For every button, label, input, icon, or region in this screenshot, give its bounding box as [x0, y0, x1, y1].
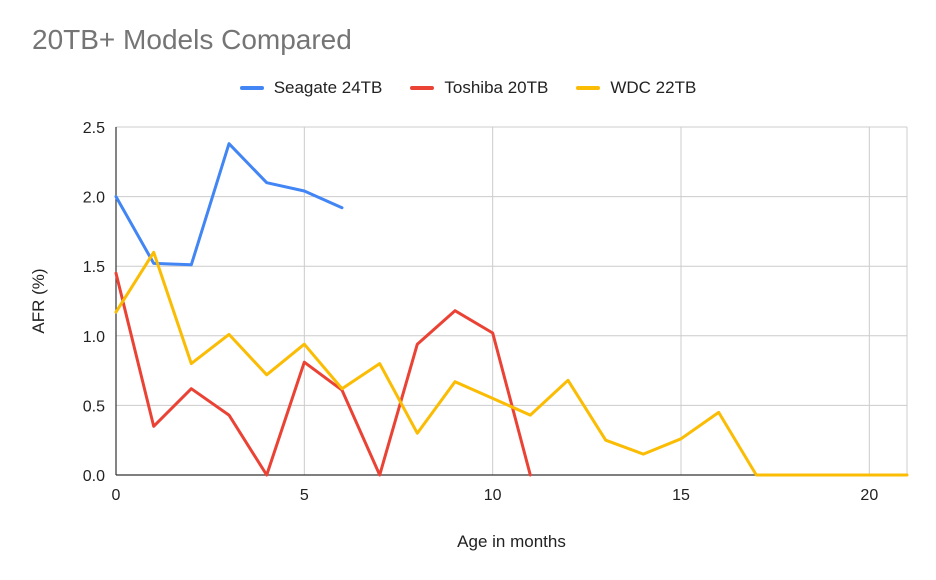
series-line-seagate-24tb	[114, 142, 344, 267]
chart-title: 20TB+ Models Compared	[32, 24, 352, 55]
x-tick-label: 10	[484, 487, 502, 504]
legend-item-seagate-24tb: Seagate 24TB	[239, 78, 383, 98]
legend-label-wdc-22tb: WDC 22TB	[610, 78, 697, 97]
y-axis-title: AFR (%)	[29, 268, 48, 333]
legend-swatch-seagate-24tb	[239, 86, 264, 90]
y-tick-label: 1.0	[83, 329, 105, 346]
x-tick-label: 20	[860, 487, 878, 504]
y-tick-label: 2.0	[83, 190, 105, 207]
legend-label-seagate-24tb: Seagate 24TB	[273, 78, 383, 97]
y-tick-label: 0.0	[83, 468, 105, 485]
x-tick-label: 15	[672, 487, 690, 504]
legend-item-wdc-22tb: WDC 22TB	[576, 78, 696, 98]
x-tick-label: 5	[300, 487, 309, 504]
y-tick-label: 1.5	[83, 259, 105, 276]
legend-item-toshiba-20tb: Toshiba 20TB	[410, 78, 548, 98]
series-line-wdc-22tb	[114, 250, 909, 477]
series-line-toshiba-20tb	[114, 271, 532, 477]
x-tick-label: 0	[112, 487, 121, 504]
x-axis-title: Age in months	[457, 532, 566, 551]
legend-label-toshiba-20tb: Toshiba 20TB	[444, 78, 549, 97]
legend-swatch-wdc-22tb	[576, 86, 601, 90]
chart-legend: Seagate 24TB Toshiba 20TB WDC 22TB	[0, 78, 936, 98]
y-tick-label: 0.5	[83, 398, 105, 415]
legend-swatch-toshiba-20tb	[410, 86, 435, 90]
y-tick-label: 2.5	[83, 120, 105, 137]
